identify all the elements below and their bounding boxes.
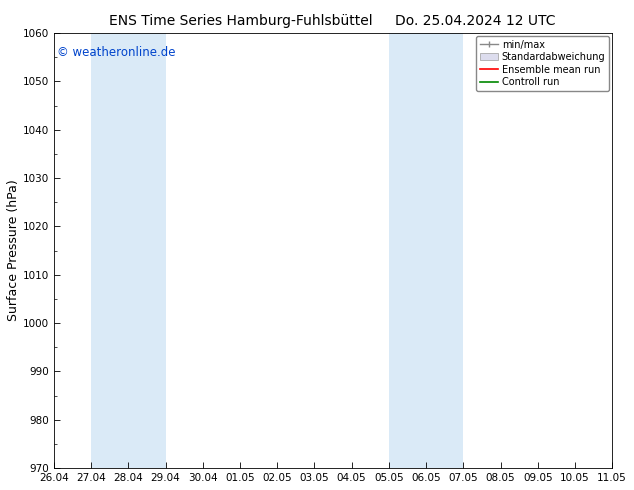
Text: © weatheronline.de: © weatheronline.de bbox=[56, 46, 175, 59]
Text: ENS Time Series Hamburg-Fuhlsbüttel: ENS Time Series Hamburg-Fuhlsbüttel bbox=[109, 14, 373, 28]
Text: Do. 25.04.2024 12 UTC: Do. 25.04.2024 12 UTC bbox=[395, 14, 556, 28]
Y-axis label: Surface Pressure (hPa): Surface Pressure (hPa) bbox=[7, 180, 20, 321]
Bar bbox=[389, 33, 463, 468]
Legend: min/max, Standardabweichung, Ensemble mean run, Controll run: min/max, Standardabweichung, Ensemble me… bbox=[477, 36, 609, 91]
Bar bbox=[91, 33, 165, 468]
